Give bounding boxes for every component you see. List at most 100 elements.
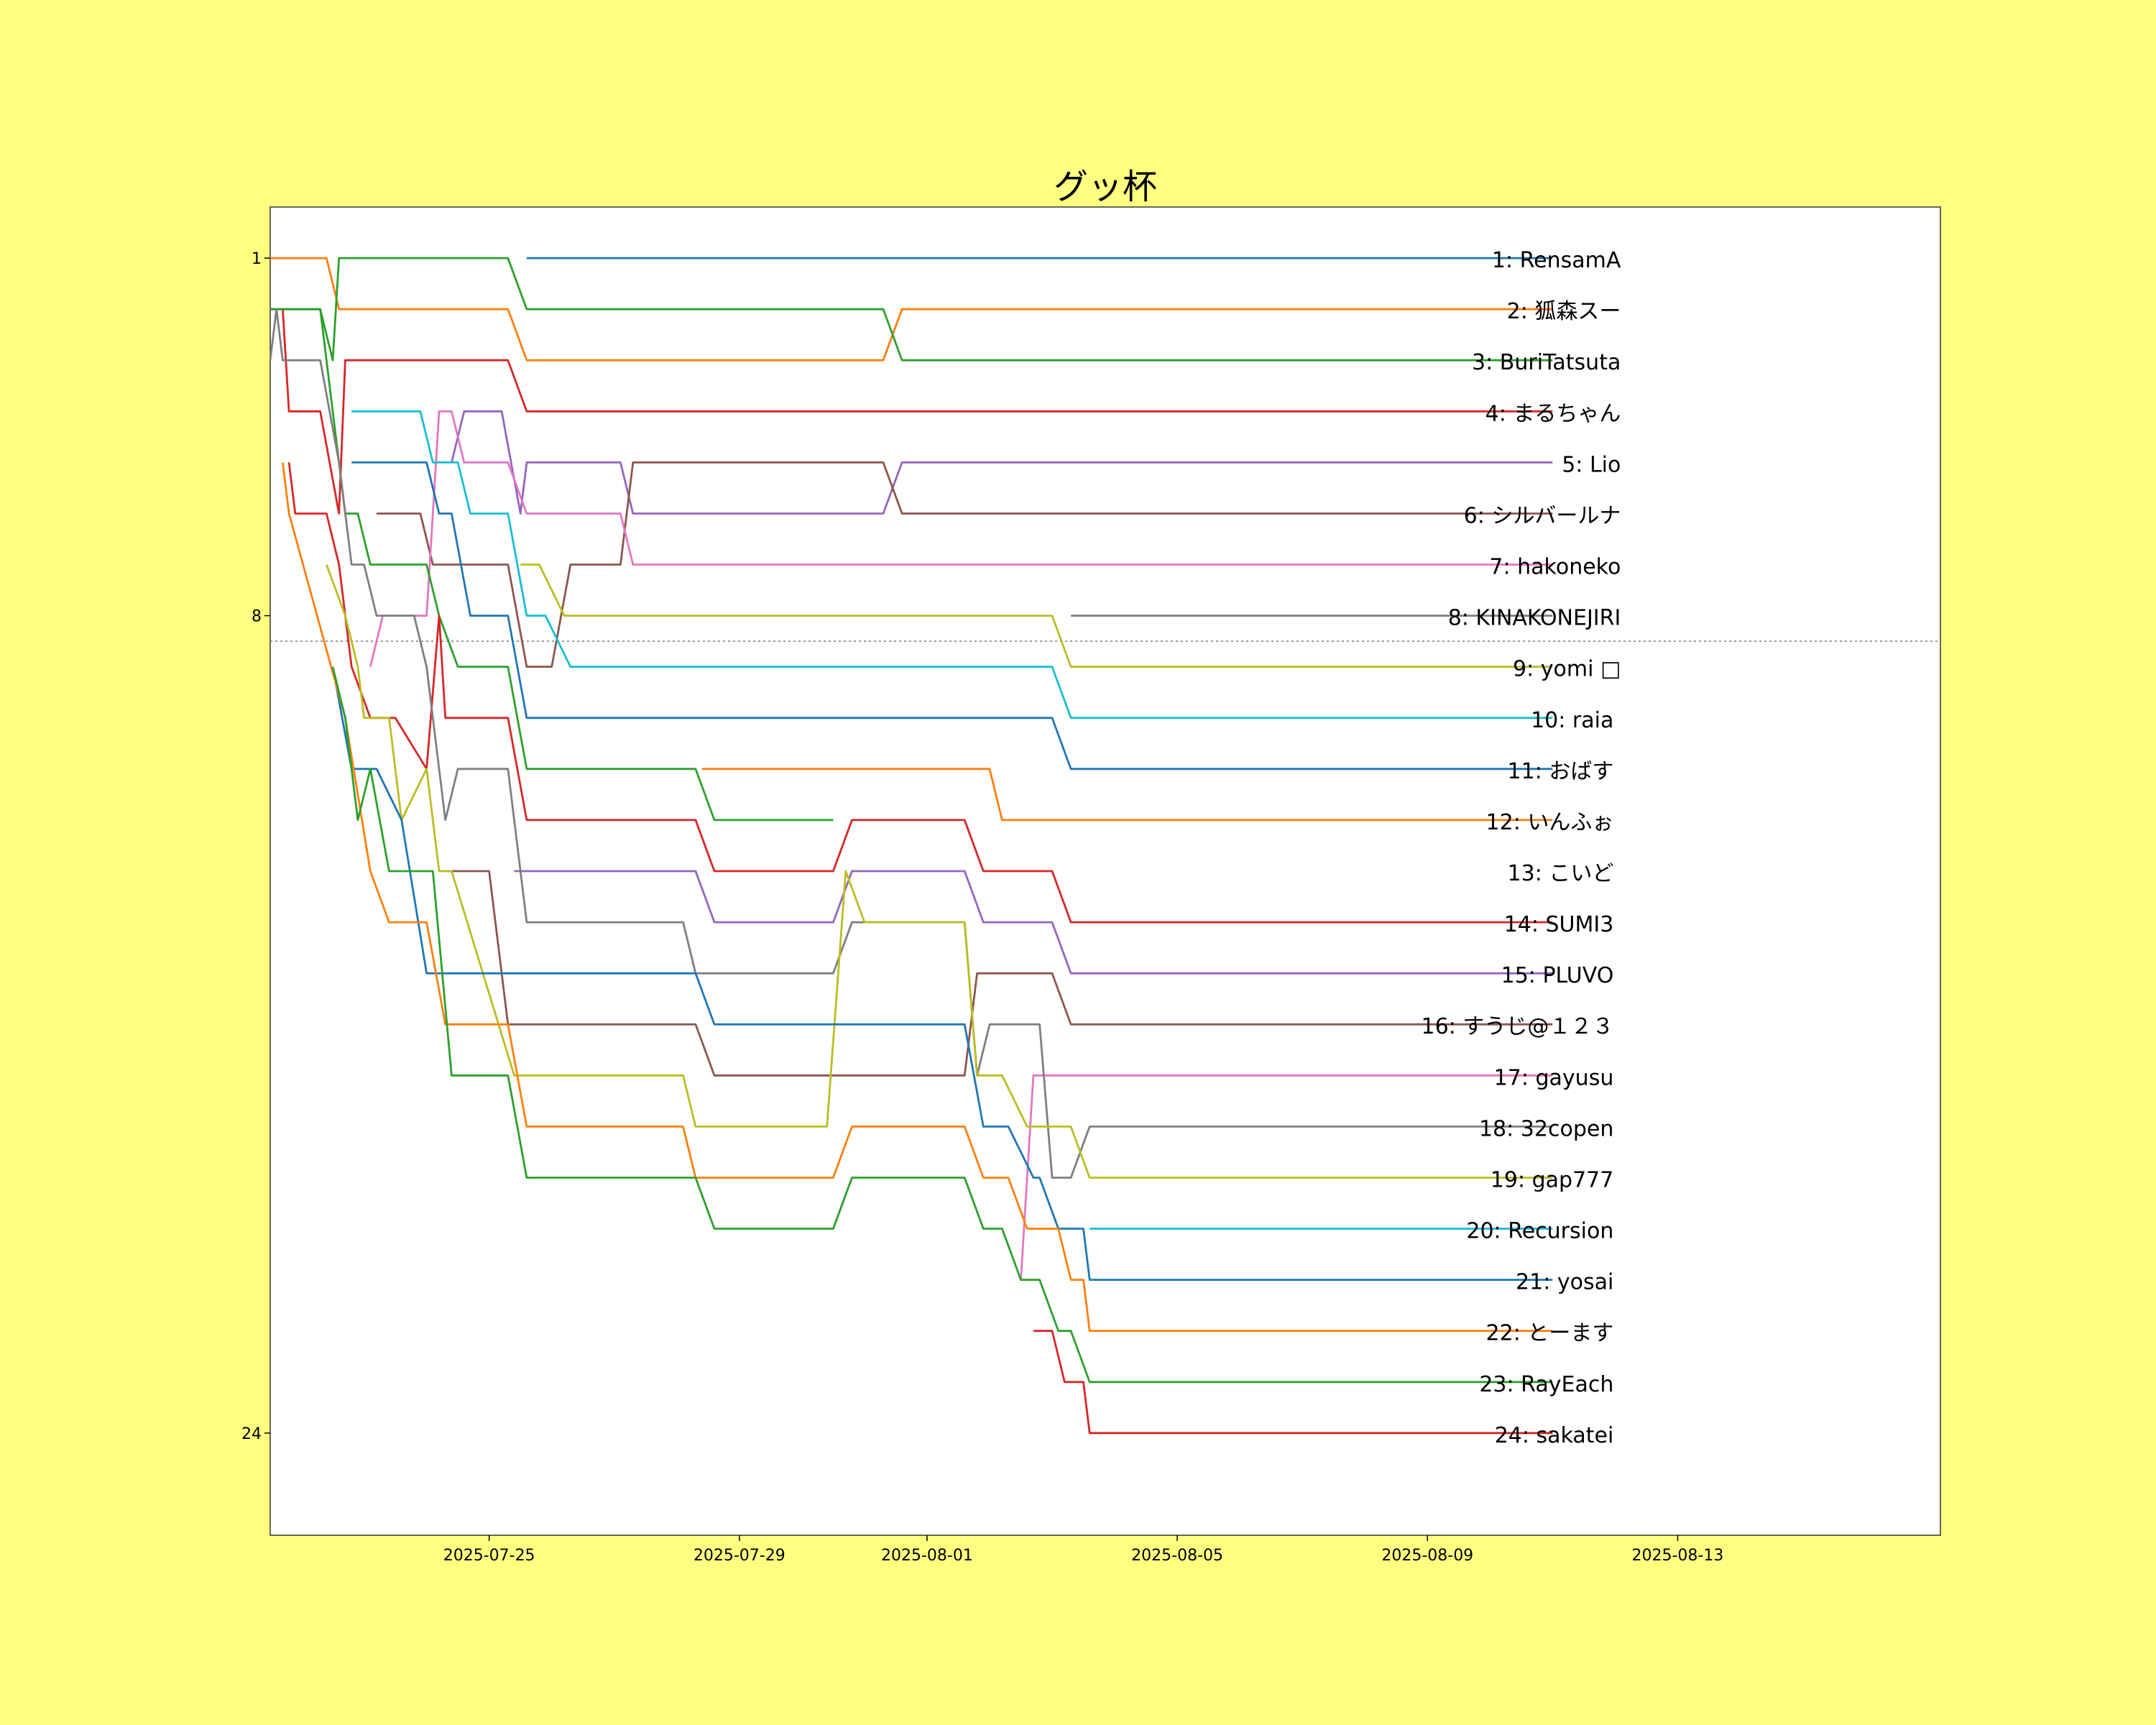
series-name: raia xyxy=(1572,707,1613,732)
series-name: gayusu xyxy=(1536,1065,1614,1090)
series-line xyxy=(270,308,834,822)
series-label: 2: 狐森スー xyxy=(1507,299,1621,324)
x-axis: 2025-07-25 2025-07-29 2025-08-01 2025-08-05… xyxy=(443,1535,1723,1565)
series-rank: 21: xyxy=(1516,1269,1557,1294)
series-label: 24: sakatei xyxy=(1495,1422,1614,1448)
series-name: こいど xyxy=(1549,861,1613,886)
series-label: 22: とーます xyxy=(1486,1320,1614,1346)
series-rank: 10: xyxy=(1531,707,1572,732)
series-rank: 3: xyxy=(1472,350,1500,375)
series-name: とーます xyxy=(1527,1320,1613,1346)
series-rank: 13: xyxy=(1508,861,1549,886)
series-line xyxy=(270,257,1553,362)
series-rank: 19: xyxy=(1491,1167,1532,1192)
series-layer xyxy=(269,257,1553,1435)
series-label: 16: すうじ@１２３ xyxy=(1422,1014,1614,1039)
series-line xyxy=(282,309,1553,515)
series-name: hakoneko xyxy=(1517,554,1621,579)
y-tick-label: 24 xyxy=(241,1425,262,1443)
series-line xyxy=(351,461,1553,770)
series-rank: 16: xyxy=(1422,1014,1463,1039)
series-rank: 18: xyxy=(1479,1116,1521,1141)
series-rank: 23: xyxy=(1479,1371,1521,1397)
series-line xyxy=(331,666,1553,1384)
series-label: 4: まるちゃん xyxy=(1485,401,1621,426)
series-label: 19: gap777 xyxy=(1491,1167,1614,1192)
series-name: sakatei xyxy=(1537,1422,1614,1448)
series-label: 10: raia xyxy=(1531,707,1613,732)
series-line xyxy=(701,768,1553,822)
series-rank: 20: xyxy=(1466,1218,1508,1243)
series-name: おばす xyxy=(1549,758,1613,783)
series-name: KINAKONEJIRI xyxy=(1475,605,1621,630)
series-line xyxy=(325,564,1553,1179)
series-name: yomi □ xyxy=(1541,656,1621,681)
x-tick-label: 2025-07-25 xyxy=(443,1547,535,1565)
series-rank: 15: xyxy=(1501,963,1543,988)
y-tick-label: 1 xyxy=(252,250,262,268)
series-label: 9: yomi □ xyxy=(1513,656,1621,681)
series-label: 17: gayusu xyxy=(1494,1065,1614,1090)
series-name: すうじ@１２３ xyxy=(1462,1014,1613,1039)
series-label: 13: こいど xyxy=(1508,861,1614,886)
x-tick-label: 2025-08-13 xyxy=(1631,1547,1723,1565)
series-name: RayEach xyxy=(1521,1371,1613,1397)
series-name: SUMI3 xyxy=(1546,912,1614,937)
series-line xyxy=(270,257,1553,362)
series-label: 8: KINAKONEJIRI xyxy=(1448,605,1621,630)
series-label: 5: Lio xyxy=(1562,452,1621,477)
chart-title: グッ杯 xyxy=(1054,167,1157,207)
series-name: BuriTatsuta xyxy=(1500,350,1621,375)
series-name: いんふぉ xyxy=(1527,809,1613,834)
series-name: RensamA xyxy=(1520,248,1621,273)
series-line xyxy=(269,308,1553,1179)
series-label: 15: PLUVO xyxy=(1501,963,1614,988)
series-rank: 5: xyxy=(1562,452,1590,477)
series-rank: 11: xyxy=(1508,758,1549,783)
series-line xyxy=(1020,1074,1553,1280)
series-rank: 14: xyxy=(1504,912,1546,937)
x-tick-label: 2025-08-09 xyxy=(1381,1547,1473,1565)
series-rank: 2: xyxy=(1507,299,1535,324)
series-label: 21: yosai xyxy=(1516,1269,1613,1294)
series-rank: 1: xyxy=(1492,248,1520,273)
series-line xyxy=(287,462,1553,924)
series-line xyxy=(331,666,1553,1281)
series-line xyxy=(351,410,1553,719)
series-rank: 6: xyxy=(1464,503,1492,528)
series-line xyxy=(1033,1330,1553,1435)
series-label: 6: シルバールナ xyxy=(1464,503,1621,528)
series-label: 12: いんふぉ xyxy=(1486,809,1614,834)
series-name: まるちゃん xyxy=(1513,401,1621,426)
x-tick-label: 2025-07-29 xyxy=(694,1547,786,1565)
series-line xyxy=(514,870,1553,975)
series-name: yosai xyxy=(1557,1269,1613,1294)
series-line xyxy=(520,564,1553,668)
series-name: Lio xyxy=(1590,452,1621,477)
series-name: 狐森スー xyxy=(1534,299,1621,324)
series-rank: 24: xyxy=(1495,1422,1537,1448)
series-label: 23: RayEach xyxy=(1479,1371,1613,1397)
series-rank: 12: xyxy=(1486,809,1528,834)
series-label: 3: BuriTatsuta xyxy=(1472,350,1621,375)
series-rank: 22: xyxy=(1486,1320,1528,1346)
series-line xyxy=(282,462,1553,1333)
x-tick-label: 2025-08-05 xyxy=(1131,1547,1223,1565)
series-rank: 17: xyxy=(1494,1065,1536,1090)
series-name: gap777 xyxy=(1532,1167,1614,1192)
series-label: 7: hakoneko xyxy=(1489,554,1621,579)
x-tick-label: 2025-08-01 xyxy=(881,1547,973,1565)
series-rank: 4: xyxy=(1485,401,1514,426)
series-name: 32copen xyxy=(1521,1116,1614,1141)
series-rank: 8: xyxy=(1448,605,1476,630)
rank-labels: 1: RensamA 2: 狐森スー 3: BuriTatsuta 4: まるちゃん 5… xyxy=(1422,248,1621,1448)
series-label: 14: SUMI3 xyxy=(1504,912,1614,937)
series-label: 20: Recursion xyxy=(1466,1218,1613,1243)
series-name: シルバールナ xyxy=(1491,503,1621,528)
series-name: PLUVO xyxy=(1542,963,1613,988)
y-tick-label: 8 xyxy=(252,608,262,626)
series-name: Recursion xyxy=(1508,1218,1613,1243)
series-rank: 7: xyxy=(1489,554,1517,579)
